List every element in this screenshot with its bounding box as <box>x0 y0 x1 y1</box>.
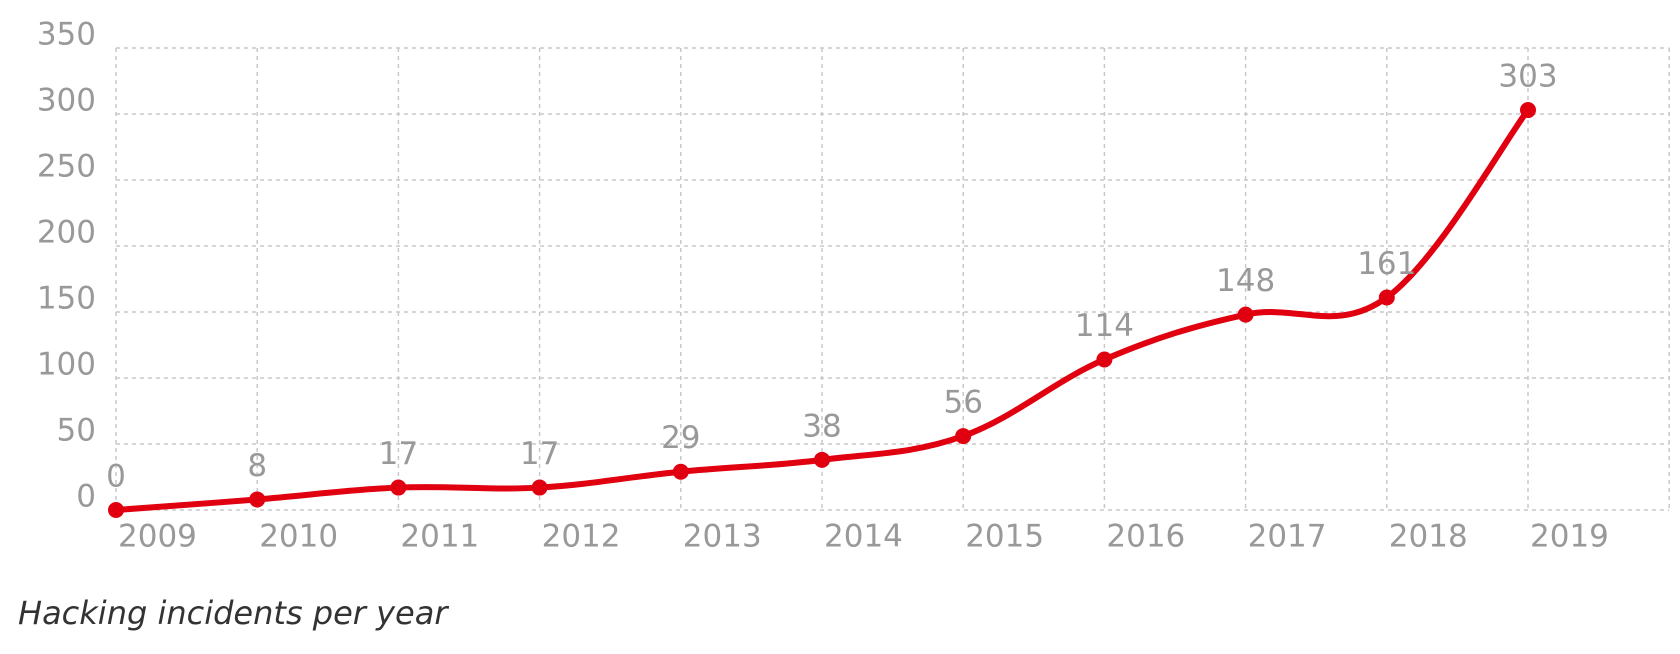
data-label: 17 <box>520 436 559 472</box>
chart-title: Hacking incidents per year <box>18 594 449 632</box>
y-tick-label: 0 <box>76 479 96 515</box>
y-tick-label: 350 <box>37 17 96 53</box>
data-label: 114 <box>1075 308 1134 344</box>
y-tick-label: 50 <box>57 413 96 449</box>
y-tick-label: 100 <box>37 347 96 383</box>
y-tick-label: 150 <box>37 281 96 317</box>
x-tick-label: 2018 <box>1389 519 1468 555</box>
x-tick-label: 2014 <box>824 519 903 555</box>
point <box>1520 102 1536 119</box>
x-tick-label: 2017 <box>1248 519 1327 555</box>
data-label: 17 <box>379 436 418 472</box>
x-tick-label: 2011 <box>400 519 479 555</box>
y-tick-label: 200 <box>37 215 96 251</box>
x-tick-label: 2010 <box>259 519 338 555</box>
point <box>108 502 124 518</box>
x-tick-label: 2013 <box>683 519 762 555</box>
point <box>814 451 830 468</box>
x-tick-label: 2015 <box>965 519 1044 555</box>
x-tick-label: 2019 <box>1530 519 1609 555</box>
line <box>115 108 1531 513</box>
y-tick-label: 250 <box>37 149 96 185</box>
x-tick-label: 2009 <box>118 519 197 555</box>
x-tick-label: 2016 <box>1106 519 1185 555</box>
data-label: 38 <box>802 408 841 444</box>
data-label: 8 <box>247 448 267 484</box>
point <box>955 428 972 445</box>
point <box>249 491 266 508</box>
point <box>1378 289 1395 306</box>
data-label: 303 <box>1498 59 1557 95</box>
data-label: 56 <box>943 385 982 421</box>
y-tick-label: 300 <box>37 83 96 119</box>
x-tick-label: 2012 <box>542 519 621 555</box>
data-label: 148 <box>1216 263 1275 299</box>
data-label: 0 <box>106 459 126 495</box>
point <box>1096 351 1113 368</box>
point <box>672 463 689 480</box>
point <box>390 479 407 496</box>
point <box>531 479 548 496</box>
data-label: 161 <box>1357 246 1416 282</box>
data-label: 29 <box>661 420 700 456</box>
point <box>1237 306 1254 323</box>
